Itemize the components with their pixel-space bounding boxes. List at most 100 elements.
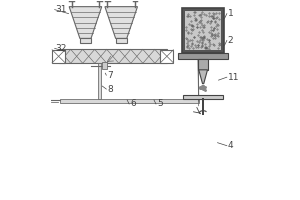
Point	[207, 12, 212, 15]
Point	[201, 26, 206, 29]
Point	[185, 44, 190, 47]
Point	[210, 14, 214, 17]
Point	[202, 26, 206, 29]
Point	[194, 19, 198, 22]
Bar	[116, 38, 127, 43]
Point	[188, 31, 193, 34]
Point	[189, 42, 194, 45]
Point	[191, 35, 196, 39]
Point	[190, 28, 195, 31]
Point	[211, 36, 216, 39]
Point	[194, 17, 199, 20]
Bar	[52, 50, 65, 63]
Point	[208, 19, 213, 23]
Point	[215, 15, 220, 18]
Point	[212, 34, 217, 37]
Point	[185, 32, 190, 35]
Polygon shape	[105, 7, 137, 38]
Point	[200, 30, 205, 33]
Point	[199, 18, 204, 21]
Point	[202, 35, 207, 38]
Point	[198, 86, 203, 89]
Point	[212, 27, 217, 30]
Bar	[183, 95, 223, 99]
Point	[194, 25, 199, 29]
Point	[215, 33, 220, 36]
Point	[204, 46, 209, 49]
Point	[212, 36, 217, 39]
Point	[204, 20, 209, 23]
Point	[210, 42, 215, 45]
Point	[196, 43, 201, 46]
Point	[216, 34, 221, 37]
Text: 5: 5	[157, 99, 163, 108]
Point	[213, 20, 218, 23]
Point	[202, 23, 206, 26]
Point	[200, 36, 205, 39]
Point	[207, 38, 212, 41]
Point	[189, 19, 194, 22]
Point	[211, 12, 216, 15]
Point	[185, 42, 190, 45]
Point	[208, 21, 213, 24]
Point	[193, 17, 198, 20]
Point	[200, 11, 204, 14]
Bar	[98, 63, 101, 99]
Point	[199, 13, 203, 16]
Point	[208, 42, 212, 45]
Text: 6: 6	[130, 99, 136, 108]
Point	[216, 24, 221, 27]
Point	[198, 35, 203, 38]
Text: 1: 1	[228, 9, 234, 18]
Point	[212, 34, 217, 38]
Point	[211, 17, 216, 20]
Point	[202, 36, 207, 40]
Point	[186, 14, 191, 17]
Point	[198, 45, 203, 48]
Point	[202, 46, 207, 50]
Point	[192, 11, 197, 14]
Point	[209, 25, 214, 29]
Point	[204, 46, 209, 49]
Point	[200, 44, 204, 47]
Point	[210, 28, 215, 31]
Point	[194, 40, 199, 43]
Point	[202, 46, 207, 49]
Text: 2: 2	[228, 36, 233, 45]
Point	[217, 43, 222, 46]
Bar	[182, 8, 224, 53]
Point	[190, 46, 195, 49]
Point	[211, 14, 216, 17]
Point	[189, 24, 194, 27]
Point	[200, 42, 205, 45]
Point	[186, 47, 191, 50]
Polygon shape	[69, 7, 102, 38]
Point	[200, 41, 205, 44]
Point	[200, 37, 204, 40]
Point	[208, 29, 213, 32]
Polygon shape	[199, 70, 208, 84]
Text: 31: 31	[56, 5, 67, 14]
Point	[213, 19, 218, 22]
Point	[196, 13, 201, 16]
Point	[200, 85, 205, 88]
Text: 11: 11	[228, 73, 239, 82]
Bar	[60, 99, 199, 103]
Point	[210, 11, 215, 15]
Point	[199, 87, 203, 90]
Point	[184, 29, 189, 32]
Point	[206, 44, 211, 47]
Point	[200, 87, 205, 90]
Point	[188, 38, 193, 42]
Point	[200, 23, 205, 27]
Point	[215, 47, 220, 50]
Point	[196, 45, 201, 49]
Point	[210, 33, 215, 37]
Point	[202, 42, 207, 45]
Point	[217, 41, 222, 45]
Point	[198, 19, 203, 23]
Bar	[102, 62, 107, 69]
Point	[186, 40, 190, 43]
Point	[185, 43, 190, 46]
Point	[189, 38, 194, 42]
